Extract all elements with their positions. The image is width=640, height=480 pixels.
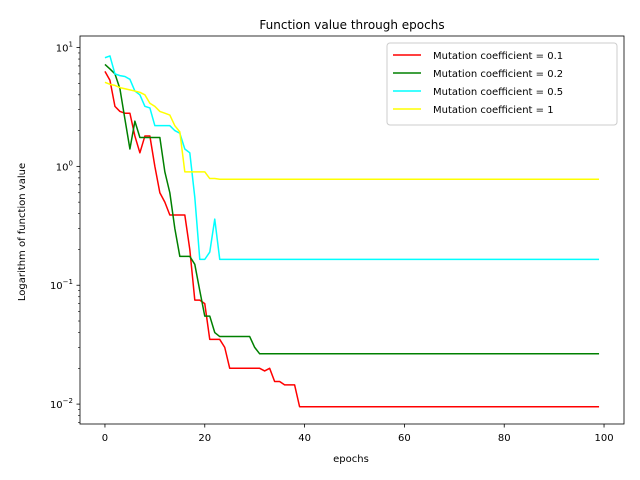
series-line-4 bbox=[104, 81, 600, 180]
y-axis-ticks: 10−2 10−1 100 101 bbox=[50, 41, 80, 423]
legend-label-4: Mutation coefficient = 1 bbox=[433, 105, 554, 116]
x-axis-label: epochs bbox=[333, 454, 369, 465]
series-line-3 bbox=[104, 55, 600, 261]
chart-title: Function value through epochs bbox=[259, 18, 444, 32]
y-axis-label: Logarithm of function value bbox=[17, 163, 28, 301]
legend-label-1: Mutation coefficient = 0.1 bbox=[433, 51, 563, 62]
legend-label-3: Mutation coefficient = 0.5 bbox=[433, 87, 563, 98]
y-tick-label: 100 bbox=[56, 159, 73, 173]
plot-frame bbox=[79, 35, 625, 425]
x-tick-label: 60 bbox=[398, 433, 411, 444]
legend: Mutation coefficient = 0.1 Mutation coeff… bbox=[386, 42, 618, 126]
x-tick-label: 100 bbox=[594, 433, 613, 444]
x-axis-ticks: 0 20 40 60 80 100 bbox=[102, 424, 614, 444]
x-tick-label: 0 bbox=[102, 433, 108, 444]
y-tick-label: 10−2 bbox=[50, 397, 73, 411]
plot-area bbox=[79, 35, 625, 425]
legend-label-2: Mutation coefficient = 0.2 bbox=[433, 69, 563, 80]
legend-box bbox=[386, 42, 618, 126]
y-tick-label: 101 bbox=[56, 41, 73, 55]
y-tick-label: 10−1 bbox=[50, 278, 73, 292]
x-tick-label: 40 bbox=[298, 433, 311, 444]
series-line-2 bbox=[104, 63, 600, 355]
series-line-1 bbox=[104, 71, 600, 408]
x-tick-label: 80 bbox=[498, 433, 511, 444]
x-tick-label: 20 bbox=[198, 433, 211, 444]
